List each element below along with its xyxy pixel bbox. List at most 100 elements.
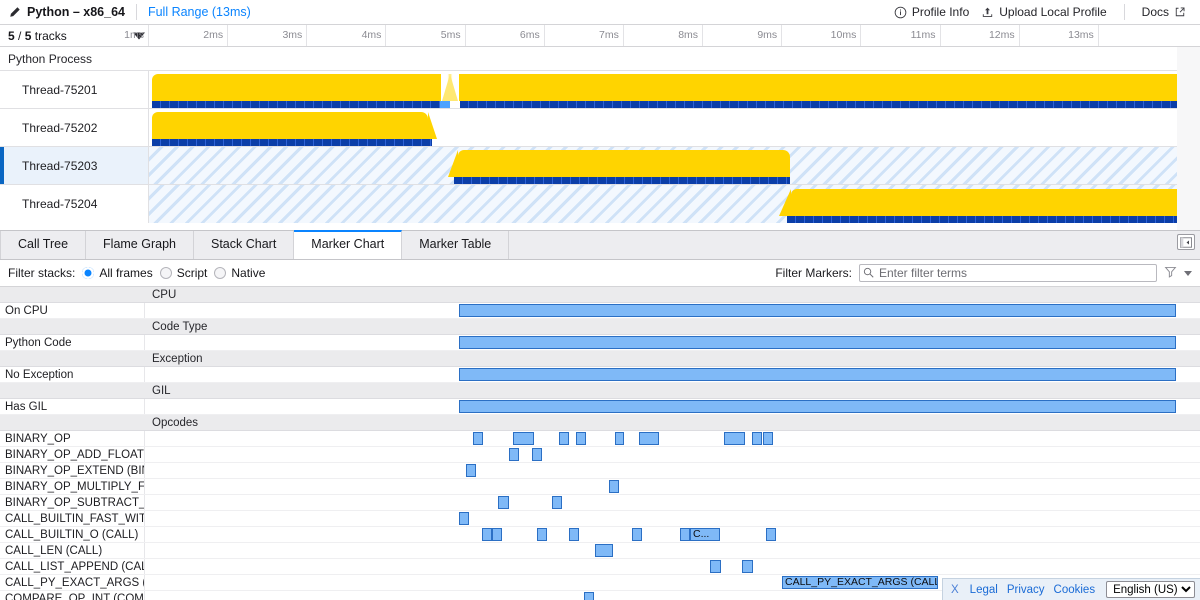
marker-block[interactable] — [459, 336, 1176, 349]
marker-block[interactable] — [537, 528, 547, 541]
marker-row[interactable]: CALL_LEN (CALL) — [0, 543, 1200, 559]
marker-block[interactable] — [569, 528, 579, 541]
marker-block[interactable] — [752, 432, 762, 445]
marker-row[interactable]: No Exception — [0, 367, 1200, 383]
tab-marker-table[interactable]: Marker Table — [402, 231, 510, 259]
chevron-down-icon[interactable] — [133, 32, 145, 39]
marker-row-track[interactable] — [145, 335, 1200, 350]
track-row-thread-75201[interactable]: Thread-75201 — [0, 71, 1200, 109]
marker-row[interactable]: BINARY_OP — [0, 431, 1200, 447]
marker-block[interactable] — [552, 496, 562, 509]
marker-row-track[interactable] — [145, 543, 1200, 558]
radio-icon-script[interactable] — [159, 267, 172, 279]
marker-row[interactable]: BINARY_OP_SUBTRACT_FL... — [0, 495, 1200, 511]
legal-link[interactable]: Legal — [969, 583, 998, 596]
marker-row-track[interactable] — [145, 463, 1200, 478]
marker-block[interactable] — [639, 432, 659, 445]
marker-chart-body[interactable]: CPU On CPU Code Type Python Code Exception No… — [0, 287, 1200, 600]
upload-local-profile-button[interactable]: Upload Local Profile — [975, 3, 1112, 21]
marker-block[interactable] — [710, 560, 721, 573]
track-activity-graph[interactable] — [149, 185, 1200, 223]
marker-row-track[interactable] — [145, 303, 1200, 318]
marker-block[interactable] — [609, 480, 619, 493]
marker-row-track[interactable]: CALL_PY_EXACT_ARGS (CALL) — [145, 575, 1200, 590]
group-header-label: Exception — [152, 352, 203, 365]
marker-block[interactable] — [766, 528, 776, 541]
funnel-icon[interactable] — [1164, 265, 1177, 281]
marker-block[interactable] — [576, 432, 586, 445]
marker-block[interactable] — [498, 496, 509, 509]
marker-block[interactable] — [615, 432, 624, 445]
radio-icon-native[interactable] — [214, 267, 227, 279]
marker-row[interactable]: BINARY_OP_EXTEND (BINA... — [0, 463, 1200, 479]
cookies-link[interactable]: Cookies — [1053, 583, 1096, 596]
marker-block[interactable] — [482, 528, 492, 541]
tab-marker-chart[interactable]: Marker Chart — [294, 230, 403, 259]
marker-block[interactable] — [459, 512, 469, 525]
marker-block[interactable] — [459, 400, 1176, 413]
filter-option-native[interactable]: Native — [214, 266, 265, 280]
search-input[interactable] — [859, 264, 1157, 282]
marker-row-track[interactable] — [145, 559, 1200, 574]
marker-row[interactable]: CALL_PY_EXACT_ARGS (C... CALL_PY_EXACT_AR… — [0, 575, 1200, 591]
marker-block[interactable] — [532, 448, 542, 461]
track-row-thread-75203[interactable]: Thread-75203 — [0, 147, 1200, 185]
marker-block[interactable] — [559, 432, 569, 445]
marker-row-track[interactable] — [145, 447, 1200, 462]
marker-row[interactable]: On CPU — [0, 303, 1200, 319]
marker-block[interactable] — [742, 560, 753, 573]
marker-block[interactable] — [509, 448, 519, 461]
marker-row[interactable]: BINARY_OP_MULTIPLY_FL... — [0, 479, 1200, 495]
marker-row-track[interactable] — [145, 479, 1200, 494]
marker-block[interactable] — [584, 592, 594, 600]
marker-block[interactable] — [632, 528, 642, 541]
marker-block[interactable] — [492, 528, 502, 541]
marker-block[interactable] — [466, 464, 476, 477]
profile-info-button[interactable]: Profile Info — [888, 3, 975, 21]
filter-option-all-frames[interactable]: All frames — [82, 266, 153, 280]
filter-option-script[interactable]: Script — [159, 266, 207, 280]
chevron-down-icon[interactable] — [1184, 270, 1192, 276]
marker-row[interactable]: CALL_LIST_APPEND (CALL) — [0, 559, 1200, 575]
marker-block[interactable] — [513, 432, 534, 445]
track-row-thread-75204[interactable]: Thread-75204 — [0, 185, 1200, 223]
tab-stack-chart[interactable]: Stack Chart — [194, 231, 295, 259]
privacy-link[interactable]: Privacy — [1006, 583, 1045, 596]
radio-icon-all-frames[interactable] — [82, 267, 95, 279]
marker-block[interactable] — [473, 432, 483, 445]
track-activity-graph[interactable] — [149, 109, 1200, 146]
track-activity-graph[interactable] — [149, 71, 1200, 108]
track-row-thread-75202[interactable]: Thread-75202 — [0, 109, 1200, 147]
marker-row-track[interactable] — [145, 495, 1200, 510]
tab-flame-graph[interactable]: Flame Graph — [86, 231, 194, 259]
marker-row-track[interactable]: C... — [145, 527, 1200, 542]
marker-row[interactable]: COMPARE_OP_INT (COMPA... — [0, 591, 1200, 600]
marker-block[interactable] — [680, 528, 690, 541]
close-icon[interactable]: X — [951, 583, 959, 596]
docs-button[interactable]: Docs — [1136, 3, 1192, 21]
marker-block[interactable] — [459, 368, 1176, 381]
marker-block[interactable] — [763, 432, 773, 445]
marker-block[interactable]: C... — [690, 528, 720, 541]
marker-row[interactable]: CALL_BUILTIN_O (CALL) C... — [0, 527, 1200, 543]
tracks-count[interactable]: 5 / 5 tracks — [8, 28, 67, 43]
marker-row-track[interactable] — [145, 591, 1200, 600]
language-select[interactable]: English (US) — [1106, 581, 1196, 598]
track-activity-graph[interactable] — [149, 147, 1200, 184]
filter-markers-search[interactable] — [859, 264, 1157, 282]
marker-row-track[interactable] — [145, 431, 1200, 446]
marker-block[interactable] — [724, 432, 745, 445]
marker-row-track[interactable] — [145, 367, 1200, 382]
marker-row[interactable]: BINARY_OP_ADD_FLOAT (B... — [0, 447, 1200, 463]
marker-row-track[interactable] — [145, 399, 1200, 414]
tab-call-tree[interactable]: Call Tree — [0, 231, 87, 259]
sidebar-toggle-icon[interactable] — [1177, 234, 1195, 250]
full-range-button[interactable]: Full Range (13ms) — [147, 5, 251, 19]
marker-row[interactable]: CALL_BUILTIN_FAST_WITH... — [0, 511, 1200, 527]
marker-block[interactable] — [595, 544, 613, 557]
marker-block[interactable] — [459, 304, 1176, 317]
marker-block[interactable]: CALL_PY_EXACT_ARGS (CALL) — [782, 576, 938, 589]
marker-row[interactable]: Python Code — [0, 335, 1200, 351]
marker-row-track[interactable] — [145, 511, 1200, 526]
marker-row[interactable]: Has GIL — [0, 399, 1200, 415]
